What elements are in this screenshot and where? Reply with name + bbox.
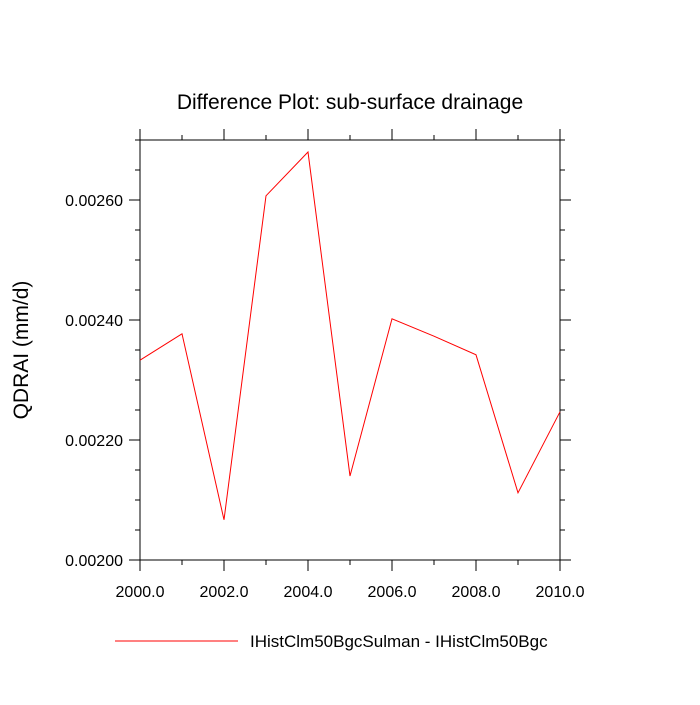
x-tick-label: 2006.0: [368, 584, 417, 601]
y-tick-label: 0.00260: [65, 193, 123, 210]
chart-title: Difference Plot: sub-surface drainage: [177, 91, 523, 114]
legend-label: IHistClm50BgcSulman - IHistClm50Bgc: [250, 632, 548, 651]
legend: IHistClm50BgcSulman - IHistClm50Bgc: [115, 632, 548, 651]
tick-labels: 2000.0 2002.0 2004.0 2006.0 2008.0 2010.0 0.00…: [65, 193, 584, 601]
x-tick-label: 2010.0: [536, 584, 585, 601]
plot-frame: [139, 139, 561, 561]
series-layer: [139, 150, 561, 520]
series-line: [139, 150, 561, 520]
y-tick-label: 0.00220: [65, 433, 123, 450]
axis-ticks: [129, 129, 571, 571]
x-tick-label: 2002.0: [200, 584, 249, 601]
x-tick-label: 2000.0: [116, 584, 165, 601]
x-tick-label: 2008.0: [452, 584, 501, 601]
x-tick-label: 2004.0: [284, 584, 333, 601]
y-axis-label: QDRAI (mm/d): [10, 281, 33, 420]
y-tick-label: 0.00240: [65, 313, 123, 330]
y-tick-label: 0.00200: [65, 553, 123, 570]
